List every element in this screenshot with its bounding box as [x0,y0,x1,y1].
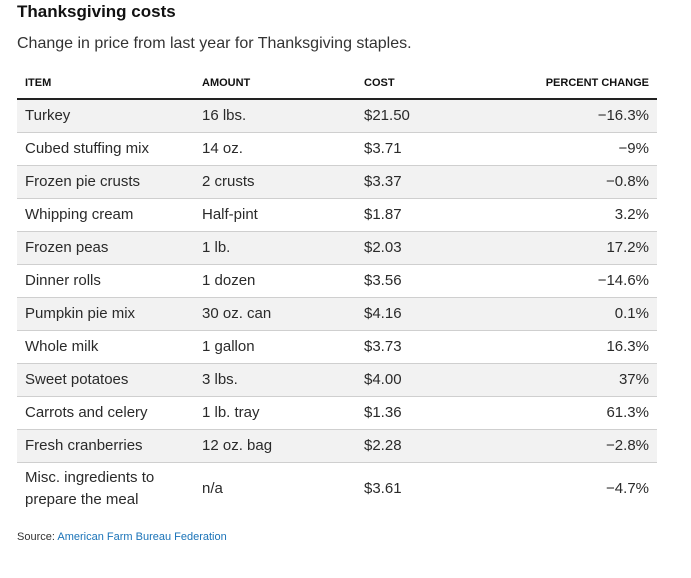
table-cell: 61.3% [512,396,657,430]
table-cell: Pumpkin pie mix [17,297,194,331]
table-cell: $3.71 [356,132,512,166]
table-cell: n/a [202,480,223,497]
table-cell: Fresh cranberries [17,429,194,463]
table-cell: Misc. ingredients to prepare the meal [25,469,155,508]
table-cell: Sweet potatoes [17,363,194,397]
table-row: Carrots and celery 1 lb. tray $1.36 61.3% [17,396,657,430]
table-cell: Turkey [17,99,194,133]
table-cell: 37% [512,363,657,397]
table-cell: 1 gallon [194,330,356,364]
table-cell: $4.00 [356,363,512,397]
table-cell: Cubed stuffing mix [17,132,194,166]
table-cell: 1 lb. [194,231,356,265]
table-cell: $1.36 [356,396,512,430]
table-row: Turkey 16 lbs. $21.50 −16.3% [17,99,657,133]
table-row: Frozen peas 1 lb. $2.03 17.2% [17,231,657,265]
table-row: Fresh cranberries 12 oz. bag $2.28 −2.8% [17,429,657,463]
table-cell: 1 dozen [194,264,356,298]
table-cell: 1 lb. tray [194,396,356,430]
table-row: Sweet potatoes 3 lbs. $4.00 37% [17,363,657,397]
table-body: Turkey 16 lbs. $21.50 −16.3% Cubed stuffing … [17,99,657,515]
source-link[interactable]: American Farm Bureau Federation [57,531,227,543]
table-cell: Frozen peas [17,231,194,265]
table-cell: 17.2% [512,231,657,265]
table-row: Frozen pie crusts 2 crusts $3.37 −0.8% [17,165,657,199]
table-cell: −4.7% [606,480,649,497]
table-cell: Carrots and celery [17,396,194,430]
table-cell: −2.8% [512,429,657,463]
table-row: Whipping cream Half-pint $1.87 3.2% [17,198,657,232]
source: Source: American Farm Bureau Federation [17,531,657,543]
table-cell: 30 oz. can [194,297,356,331]
table-row: Cubed stuffing mix 14 oz. $3.71 −9% [17,132,657,166]
table-cell: 14 oz. [194,132,356,166]
table-cell: −16.3% [512,99,657,133]
table-cell: −14.6% [512,264,657,298]
data-table: ITEM AMOUNT COST PERCENT CHANGE Turkey 16 lb… [17,68,657,515]
table-row: Pumpkin pie mix 30 oz. can $4.16 0.1% [17,297,657,331]
table-cell: $3.73 [356,330,512,364]
table-row: Whole milk 1 gallon $3.73 16.3% [17,330,657,364]
header-row: ITEM AMOUNT COST PERCENT CHANGE [17,68,657,100]
table-cell: Whole milk [17,330,194,364]
table-cell: $4.16 [356,297,512,331]
table-cell: $2.03 [356,231,512,265]
column-header: PERCENT CHANGE [512,68,657,100]
column-header: ITEM [17,68,194,100]
table-cell: Dinner rolls [17,264,194,298]
column-header: COST [356,68,512,100]
table-cell: 16 lbs. [194,99,356,133]
table-row: Misc. ingredients to prepare the meal n/a… [17,463,657,516]
table-cell: Half-pint [194,198,356,232]
table-cell: $3.61 [364,480,402,497]
table-cell: $3.37 [356,165,512,199]
table-cell: 3 lbs. [194,363,356,397]
table-cell: −9% [512,132,657,166]
table-cell: $1.87 [356,198,512,232]
table-cell: 16.3% [512,330,657,364]
table-card: Thanksgiving costs Change in price from … [17,2,657,543]
table-cell: Frozen pie crusts [17,165,194,199]
table-cell: −0.8% [512,165,657,199]
table-cell: 3.2% [512,198,657,232]
title: Thanksgiving costs [17,2,176,21]
table-row: Dinner rolls 1 dozen $3.56 −14.6% [17,264,657,298]
table-cell: $3.56 [356,264,512,298]
table-cell: $2.28 [356,429,512,463]
table-cell: 12 oz. bag [194,429,356,463]
source-label: Source: [17,531,55,543]
column-header: AMOUNT [194,68,356,100]
subtitle: Change in price from last year for Thank… [17,35,412,52]
table-cell: Whipping cream [17,198,194,232]
table-cell: $21.50 [356,99,512,133]
table-cell: 0.1% [512,297,657,331]
table-cell: 2 crusts [194,165,356,199]
